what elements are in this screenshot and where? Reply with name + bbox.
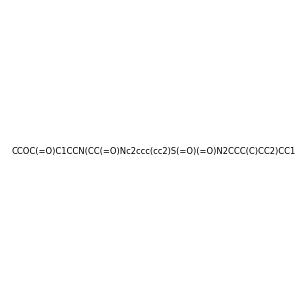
Text: CCOC(=O)C1CCN(CC(=O)Nc2ccc(cc2)S(=O)(=O)N2CCC(C)CC2)CC1: CCOC(=O)C1CCN(CC(=O)Nc2ccc(cc2)S(=O)(=O)… — [12, 147, 296, 156]
